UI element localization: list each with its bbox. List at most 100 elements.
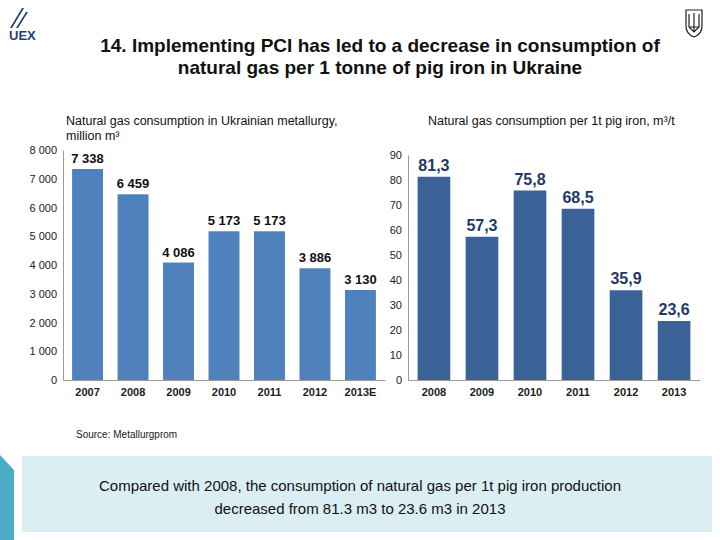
note-line: Compared with 2008, the consumption of n… <box>99 477 621 494</box>
y-tick: 40 <box>390 274 408 286</box>
data-label: 81,3 <box>418 157 449 174</box>
y-tick-label: 8 000 <box>29 144 57 156</box>
y-tick: 30 <box>390 299 408 311</box>
x-tick: 2013E <box>345 380 377 398</box>
y-tick: 20 <box>390 324 408 336</box>
y-tick: 3 000 <box>29 288 63 300</box>
data-label: 4 086 <box>162 245 195 260</box>
data-label: 6 459 <box>117 176 150 191</box>
bar <box>562 209 595 380</box>
x-tick: 2012 <box>303 380 327 398</box>
y-tick-label: 1 000 <box>29 345 57 357</box>
plot-area <box>72 169 376 380</box>
x-tick-label: 2011 <box>566 386 590 398</box>
data-label: 57,3 <box>466 217 497 234</box>
x-tick-label: 2010 <box>212 386 236 398</box>
bar <box>610 290 643 380</box>
x-tick-label: 2009 <box>166 386 190 398</box>
x-tick: 2011 <box>258 380 282 398</box>
x-tick-label: 2009 <box>470 386 494 398</box>
data-label: 5 173 <box>253 213 286 228</box>
y-tick-label: 40 <box>390 274 402 286</box>
x-axis: 2008 2009 2010 2011 2012 2013 <box>409 380 701 398</box>
bar <box>299 268 330 380</box>
x-tick-label: 2012 <box>614 386 638 398</box>
x-axis-line <box>409 380 701 381</box>
bar <box>163 263 194 380</box>
x-tick: 2010 <box>518 380 542 398</box>
y-axis-line <box>63 151 64 381</box>
x-tick-label: 2007 <box>75 386 99 398</box>
y-tick-label: 3 000 <box>29 288 57 300</box>
chart: Natural gas consumption per 1t pig iron,… <box>390 114 701 398</box>
y-tick-label: 7 000 <box>29 173 57 185</box>
y-tick: 6 000 <box>29 202 63 214</box>
logo-text: UEX <box>9 28 36 43</box>
y-tick-label: 5 000 <box>29 230 57 242</box>
bar <box>254 231 285 380</box>
y-tick: 80 <box>390 174 408 186</box>
y-tick-label: 60 <box>390 224 402 236</box>
y-tick-label: 0 <box>396 374 402 386</box>
y-tick-label: 10 <box>390 349 402 361</box>
note-box <box>22 456 712 532</box>
x-tick: 2009 <box>470 380 494 398</box>
coat-of-arms-shield <box>686 10 702 37</box>
y-axis: 0102030405060708090 <box>390 149 409 386</box>
y-tick: 0 <box>51 374 63 386</box>
x-tick: 2012 <box>614 380 638 398</box>
bar <box>118 194 149 380</box>
x-tick-label: 2010 <box>518 386 542 398</box>
slide-title: 14. Implementing PCI has led to a decrea… <box>100 35 660 78</box>
x-tick-label: 2008 <box>121 386 145 398</box>
y-tick: 1 000 <box>29 345 63 357</box>
source: Source: Metallurgprom <box>76 429 177 440</box>
bar <box>209 231 240 380</box>
y-tick-label: 4 000 <box>29 259 57 271</box>
x-tick-label: 2013 <box>662 386 686 398</box>
x-tick-label: 2012 <box>303 386 327 398</box>
y-tick: 2 000 <box>29 317 63 329</box>
data-label: 23,6 <box>658 301 689 318</box>
y-tick: 60 <box>390 224 408 236</box>
data-labels: 81,357,375,868,535,923,6 <box>418 157 689 318</box>
data-label: 7 338 <box>71 151 104 166</box>
y-tick: 90 <box>390 149 408 161</box>
y-tick-label: 20 <box>390 324 402 336</box>
x-tick: 2007 <box>75 380 99 398</box>
coat-of-arms-trident <box>689 13 699 32</box>
plot-area <box>418 177 691 380</box>
y-tick: 70 <box>390 199 408 211</box>
slide: UEX 14. Implementing PCI has led to a dec… <box>0 0 720 540</box>
bar <box>514 191 547 381</box>
y-tick: 4 000 <box>29 259 63 271</box>
y-axis-line <box>408 156 409 381</box>
note-line: decreased from 81.3 m3 to 23.6 m3 in 201… <box>214 500 505 517</box>
left-stripe <box>0 455 14 540</box>
x-tick: 2009 <box>166 380 190 398</box>
y-tick-label: 0 <box>51 374 57 386</box>
data-label: 35,9 <box>610 270 641 287</box>
y-tick-label: 6 000 <box>29 202 57 214</box>
bar <box>345 290 376 380</box>
chart: Natural gas consumption in Ukrainian met… <box>29 114 385 398</box>
x-axis: 2007 2008 2009 2010 2011 2012 2013E <box>64 380 386 398</box>
data-label: 75,8 <box>514 171 545 188</box>
x-tick-label: 2013E <box>345 386 377 398</box>
chart-title: Natural gas consumption per 1t pig iron,… <box>428 114 675 128</box>
data-label: 5 173 <box>208 213 241 228</box>
coat-of-arms <box>686 10 702 37</box>
x-tick: 2008 <box>422 380 446 398</box>
chart-title-line: Natural gas consumption per 1t pig iron,… <box>428 114 675 128</box>
data-labels: 7 3386 4594 0865 1735 1733 8863 130 <box>71 151 376 287</box>
y-tick: 5 000 <box>29 230 63 242</box>
x-tick-label: 2008 <box>422 386 446 398</box>
x-tick: 2008 <box>121 380 145 398</box>
slide-title-line: natural gas per 1 tonne of pig iron in U… <box>178 57 582 78</box>
slide-title-line: 14. Implementing PCI has led to a decrea… <box>100 35 660 56</box>
x-tick: 2011 <box>566 380 590 398</box>
y-tick-label: 30 <box>390 299 402 311</box>
data-label: 3 886 <box>299 250 332 265</box>
y-tick-label: 70 <box>390 199 402 211</box>
y-tick: 8 000 <box>29 144 63 156</box>
